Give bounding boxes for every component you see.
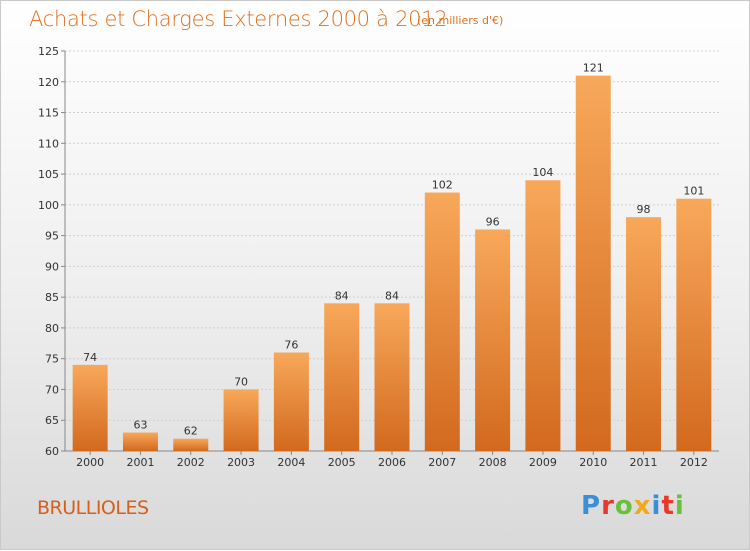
bar-2001 xyxy=(122,432,158,451)
logo-letter: x xyxy=(633,491,652,521)
x-tick-label-2012: 2012 xyxy=(680,456,708,469)
data-label-2009: 104 xyxy=(532,166,553,179)
data-label-2010: 121 xyxy=(583,62,604,75)
x-tick-label-2000: 2000 xyxy=(76,456,104,469)
x-tick-label-2006: 2006 xyxy=(378,456,406,469)
y-tick-label: 125 xyxy=(38,45,59,58)
bar-2002 xyxy=(173,438,209,451)
logo-letter: t xyxy=(661,491,675,521)
x-tick-label-2008: 2008 xyxy=(479,456,507,469)
y-tick-label: 65 xyxy=(45,414,59,427)
logo-letter: r xyxy=(601,491,615,521)
bar-2008 xyxy=(475,229,511,451)
y-tick-label: 120 xyxy=(38,76,59,89)
logo-letter: i xyxy=(651,491,662,521)
x-tick-label-2004: 2004 xyxy=(277,456,305,469)
data-label-2005: 84 xyxy=(335,289,349,302)
y-tick-label: 85 xyxy=(45,291,59,304)
logo-letter: P xyxy=(581,491,602,521)
logo-letter: i xyxy=(674,491,685,521)
bar-2005 xyxy=(324,303,360,451)
data-label-2004: 76 xyxy=(284,339,298,352)
data-label-2003: 70 xyxy=(234,375,248,388)
data-label-2008: 96 xyxy=(486,215,500,228)
x-tick-label-2001: 2001 xyxy=(126,456,154,469)
x-tick-label-2003: 2003 xyxy=(227,456,255,469)
bar-2007 xyxy=(424,192,460,452)
chart-title: Achats et Charges Externes 2000 à 2012 xyxy=(29,7,448,31)
data-label-2011: 98 xyxy=(637,203,651,216)
x-tick-label-2005: 2005 xyxy=(328,456,356,469)
bar-2009 xyxy=(525,180,561,451)
bar-2006 xyxy=(374,303,410,451)
y-tick-label: 75 xyxy=(45,353,59,366)
y-tick-label: 100 xyxy=(38,199,59,212)
bar-2010 xyxy=(575,75,611,451)
y-tick-label: 70 xyxy=(45,383,59,396)
bar-2012 xyxy=(676,198,712,451)
x-tick-label-2011: 2011 xyxy=(630,456,658,469)
proxiti-logo[interactable]: Proxiti xyxy=(581,491,685,521)
y-tick-label: 80 xyxy=(45,322,59,335)
logo-letter: o xyxy=(614,491,634,521)
bar-2003 xyxy=(223,389,259,451)
x-tick-label-2007: 2007 xyxy=(428,456,456,469)
bar-2000 xyxy=(72,364,108,451)
y-tick-label: 115 xyxy=(38,107,59,120)
x-tick-label-2010: 2010 xyxy=(579,456,607,469)
data-label-2000: 74 xyxy=(83,351,97,364)
y-tick-label: 90 xyxy=(45,260,59,273)
data-label-2007: 102 xyxy=(432,179,453,192)
data-label-2002: 62 xyxy=(184,425,198,438)
bar-2011 xyxy=(626,217,662,451)
y-tick-label: 95 xyxy=(45,230,59,243)
y-tick-label: 110 xyxy=(38,137,59,150)
data-label-2012: 101 xyxy=(683,185,704,198)
commune-name: BRULLIOLES xyxy=(37,497,149,519)
y-tick-label: 60 xyxy=(45,445,59,458)
x-tick-label-2002: 2002 xyxy=(177,456,205,469)
x-tick-label-2009: 2009 xyxy=(529,456,557,469)
data-label-2006: 84 xyxy=(385,289,399,302)
bar-2004 xyxy=(273,352,309,451)
y-tick-label: 105 xyxy=(38,168,59,181)
data-label-2001: 63 xyxy=(133,419,147,432)
chart-subtitle: (en milliers d'€) xyxy=(417,14,504,27)
